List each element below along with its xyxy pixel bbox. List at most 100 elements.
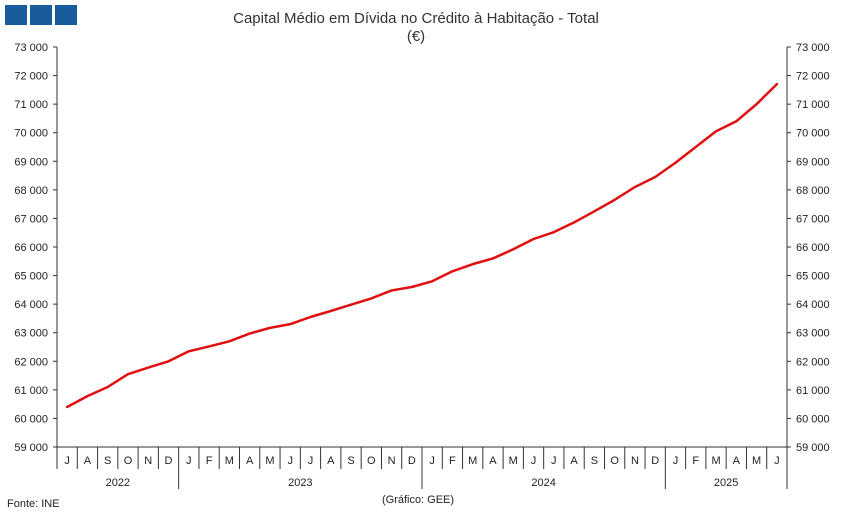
chart-subtitle: (€) [407, 28, 425, 45]
y-tick-label-left: 61 000 [14, 385, 48, 397]
y-tick-label-right: 70 000 [796, 128, 830, 140]
series-point [107, 386, 108, 387]
x-month-label: J [429, 455, 435, 467]
series-point [127, 374, 128, 375]
y-tick-label-right: 61 000 [796, 385, 830, 397]
y-tick-label-right: 63 000 [796, 328, 830, 340]
x-month-label: J [774, 455, 780, 467]
y-tick-label-right: 64 000 [796, 299, 830, 311]
logo-square [55, 5, 77, 25]
series-point [614, 199, 615, 200]
y-tick-label-left: 66 000 [14, 242, 48, 254]
x-month-label: O [124, 455, 133, 467]
y-tick-label-left: 62 000 [14, 356, 48, 368]
x-month-label: F [206, 455, 213, 467]
series-point [188, 351, 189, 352]
x-month-label: J [308, 455, 314, 467]
y-tick-label-right: 68 000 [796, 185, 830, 197]
logo [5, 5, 77, 25]
y-tick-label-left: 68 000 [14, 185, 48, 197]
series-point [87, 396, 88, 397]
x-month-label: J [551, 455, 557, 467]
x-month-label: J [186, 455, 192, 467]
x-month-label: M [752, 455, 761, 467]
series-point [411, 286, 412, 287]
x-month-label: O [367, 455, 376, 467]
series-point [634, 186, 635, 187]
x-month-label: S [591, 455, 598, 467]
y-ticks-right: 59 000 60 000 61 000 62 000 63 000 64 000 65 0… [787, 42, 830, 454]
x-month-label: F [692, 455, 699, 467]
x-month-label: A [489, 455, 497, 467]
series-point [330, 310, 331, 311]
x-month-label: M [225, 455, 234, 467]
y-tick-label-right: 59 000 [796, 442, 830, 454]
y-tick-label-right: 62 000 [796, 356, 830, 368]
series-point [573, 222, 574, 223]
series-point [168, 361, 169, 362]
x-month-label: D [651, 455, 659, 467]
series-point [432, 281, 433, 282]
y-tick-label-left: 60 000 [14, 413, 48, 425]
series-point [715, 131, 716, 132]
source-note: Fonte: INE [7, 498, 60, 510]
series-point [229, 341, 230, 342]
x-month-label: F [449, 455, 456, 467]
series-point [350, 304, 351, 305]
x-month-label: A [327, 455, 335, 467]
y-tick-label-left: 72 000 [14, 71, 48, 83]
series-point [269, 327, 270, 328]
x-month-label: M [468, 455, 477, 467]
credit-note: (Gráfico: GEE) [382, 494, 454, 506]
series-point [553, 232, 554, 233]
series-point [492, 258, 493, 259]
y-tick-label-right: 73 000 [796, 42, 830, 54]
y-tick-label-left: 64 000 [14, 299, 48, 311]
x-year-label: 2022 [106, 477, 130, 489]
y-tick-label-right: 66 000 [796, 242, 830, 254]
x-month-label: M [711, 455, 720, 467]
x-month-label: J [64, 455, 70, 467]
y-tick-label-right: 72 000 [796, 71, 830, 83]
series-point [756, 104, 757, 105]
series-point [513, 249, 514, 250]
y-tick-label-right: 69 000 [796, 156, 830, 168]
x-year-label: 2023 [288, 477, 312, 489]
x-month-label: M [509, 455, 518, 467]
series-point [736, 121, 737, 122]
y-tick-label-left: 65 000 [14, 271, 48, 283]
x-month-label: O [610, 455, 619, 467]
x-month-label: N [144, 455, 152, 467]
y-tick-label-right: 71 000 [796, 99, 830, 111]
x-month-label: D [165, 455, 173, 467]
x-month-label: J [531, 455, 537, 467]
series-point [452, 271, 453, 272]
series-point [371, 298, 372, 299]
series-point [290, 324, 291, 325]
x-year-label: 2025 [714, 477, 738, 489]
x-month-label: S [347, 455, 354, 467]
x-month-label: A [733, 455, 741, 467]
series-point [533, 238, 534, 239]
x-year-labels: 2022 2023 2024 2025 [106, 469, 788, 489]
series-point [249, 333, 250, 334]
series-point [675, 162, 676, 163]
y-tick-label-right: 67 000 [796, 213, 830, 225]
y-tick-label-left: 71 000 [14, 99, 48, 111]
x-month-label: A [570, 455, 578, 467]
series-point [695, 146, 696, 147]
series-point [655, 176, 656, 177]
series-point [310, 316, 311, 317]
series-group [65, 82, 779, 409]
y-tick-label-left: 59 000 [14, 442, 48, 454]
series-point [594, 211, 595, 212]
series-point [776, 84, 777, 85]
axes [56, 47, 788, 448]
x-month-label: J [287, 455, 293, 467]
series-point [67, 406, 68, 407]
chart-title: Capital Médio em Dívida no Crédito à Hab… [233, 10, 599, 27]
series-point [148, 367, 149, 368]
x-year-label: 2024 [531, 477, 555, 489]
